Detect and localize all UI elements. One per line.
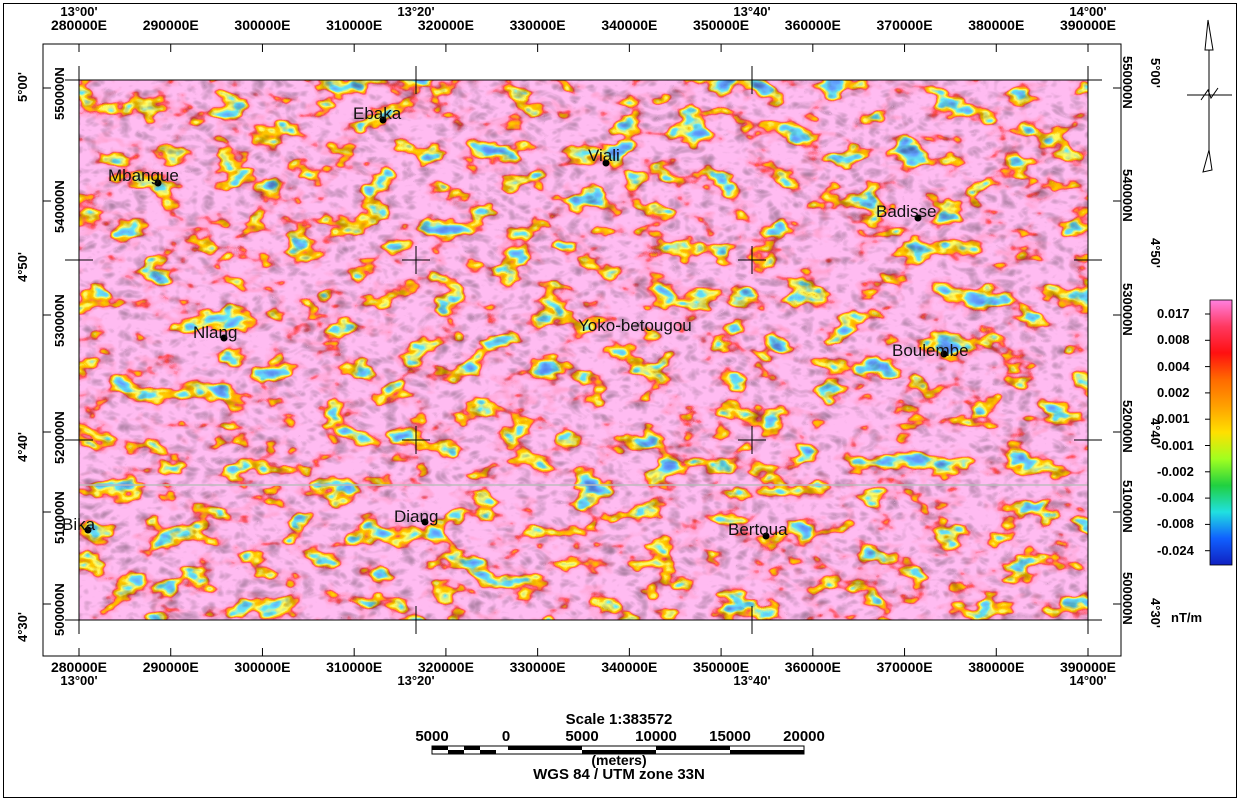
utm-label-left: 550000N <box>52 67 67 120</box>
utm-label-left: 530000N <box>52 294 67 347</box>
scale-tick-label: 5000 <box>565 728 599 745</box>
colorbar-ticks <box>1205 313 1210 552</box>
place-dot <box>602 159 610 167</box>
place-dot <box>940 350 948 358</box>
projection-label: WGS 84 / UTM zone 33N <box>533 766 705 783</box>
utm-label-bottom: 390000E <box>1059 659 1117 675</box>
geo-label-top: 13°20' <box>397 4 435 19</box>
geo-label-right: 5°00' <box>1148 58 1163 88</box>
geo-label-top: 13°00' <box>60 4 98 19</box>
utm-label-top: 290000E <box>142 17 199 33</box>
place-dots <box>84 116 948 540</box>
magnetic-anomaly-raster <box>79 80 1088 620</box>
utm-label-top: 340000E <box>601 17 658 33</box>
place-label: Boulembe <box>892 341 969 360</box>
geo-label-top: 13°40' <box>733 4 771 19</box>
utm-label-right: 550000N <box>1120 56 1135 109</box>
utm-label-right: 520000N <box>1120 400 1135 453</box>
utm-label-bottom: 360000E <box>784 659 841 675</box>
geo-label-left: 4°30' <box>15 612 30 642</box>
place-label: Nlang <box>193 323 238 342</box>
colorbar-unit: nT/m <box>1171 610 1203 625</box>
utm-label-right: 500000N <box>1120 572 1135 625</box>
place-label: Mbangue <box>108 166 179 185</box>
utm-label-bottom: 330000E <box>509 659 566 675</box>
utm-label-bottom: 380000E <box>968 659 1025 675</box>
utm-label-bottom: 280000E <box>50 659 108 675</box>
scale-unit: (meters) <box>591 752 647 768</box>
place-label: Bika <box>62 515 96 534</box>
grid-ticks <box>43 44 1121 656</box>
utm-label-bottom: 300000E <box>234 659 291 675</box>
scale-tick-label: 20000 <box>783 728 825 745</box>
utm-label-right: 510000N <box>1120 480 1135 533</box>
utm-label-top: 300000E <box>234 17 291 33</box>
geo-label-right: 4°30' <box>1148 598 1163 628</box>
raster-border <box>78 79 1089 621</box>
colorbar-label: 0.004 <box>1157 358 1190 374</box>
colorbar-label: -0.008 <box>1157 516 1194 532</box>
geo-label-bottom: 14°00' <box>1069 673 1107 688</box>
colorbar-label: -0.004 <box>1157 490 1194 506</box>
place-dot <box>84 526 92 534</box>
scale-tick-label: 5000 <box>415 728 449 745</box>
north-arrow-icon <box>1187 19 1232 173</box>
utm-label-top: 350000E <box>693 17 750 33</box>
place-label: Bertoua <box>728 520 788 539</box>
utm-label-bottom: 290000E <box>142 659 199 675</box>
colorbar-label: 0.001 <box>1157 411 1190 427</box>
scale-tick-label: 15000 <box>709 728 751 745</box>
utm-label-bottom: 320000E <box>417 659 474 675</box>
place-dot <box>914 214 922 222</box>
utm-label-right: 540000N <box>1120 169 1135 222</box>
utm-label-left: 500000N <box>52 583 67 636</box>
geo-label-left: 4°40' <box>15 432 30 462</box>
utm-label-top: 380000E <box>968 17 1025 33</box>
utm-label-left: 520000N <box>52 411 67 464</box>
colorbar-label: 0.002 <box>1157 384 1190 400</box>
utm-label-bottom: 350000E <box>693 659 750 675</box>
utm-label-top: 320000E <box>417 17 474 33</box>
geo-label-bottom: 13°20' <box>397 673 435 688</box>
colorbar-label: -0.002 <box>1157 463 1194 479</box>
utm-label-bottom: 310000E <box>326 659 383 675</box>
utm-label-left: 540000N <box>52 180 67 233</box>
place-dot <box>421 518 429 526</box>
utm-label-top: 310000E <box>326 17 383 33</box>
utm-label-bottom: 370000E <box>876 659 933 675</box>
geo-label-top: 14°00' <box>1069 4 1107 19</box>
colorbar-label: -0.024 <box>1157 542 1194 558</box>
scale-tick-label: 0 <box>501 728 511 745</box>
scale-tick-label: 10000 <box>635 728 677 745</box>
place-dot <box>220 334 228 342</box>
colorbar <box>1209 299 1233 566</box>
utm-label-top: 280000E <box>50 17 108 33</box>
place-dot <box>379 116 387 124</box>
place-label: Viali <box>588 146 620 165</box>
place-dot <box>762 532 770 540</box>
map-frame <box>3 3 1237 798</box>
geo-label-right: 4°50' <box>1148 238 1163 268</box>
place-dot <box>154 179 162 187</box>
utm-label-right: 530000N <box>1120 283 1135 336</box>
colorbar-label: 0.008 <box>1157 332 1190 348</box>
utm-label-bottom: 340000E <box>601 659 658 675</box>
geo-label-left: 4°50' <box>15 252 30 282</box>
geo-label-bottom: 13°40' <box>733 673 771 688</box>
scale-title: Scale 1:383572 <box>565 711 673 728</box>
utm-label-top: 360000E <box>784 17 841 33</box>
place-label: Diang <box>394 507 439 526</box>
colorbar-label: -0.001 <box>1157 437 1194 453</box>
utm-label-top: 390000E <box>1059 17 1117 33</box>
geo-label-left: 5°00' <box>15 72 30 102</box>
colorbar-label: 0.017 <box>1157 306 1190 321</box>
utm-label-top: 370000E <box>876 17 933 33</box>
geo-label-bottom: 13°00' <box>60 673 98 688</box>
utm-label-top: 330000E <box>509 17 566 33</box>
scale-bar <box>431 745 805 755</box>
place-label: Yoko-betougou <box>578 316 692 335</box>
place-label: Badisse <box>876 202 937 221</box>
place-label: Ebaka <box>353 104 402 123</box>
